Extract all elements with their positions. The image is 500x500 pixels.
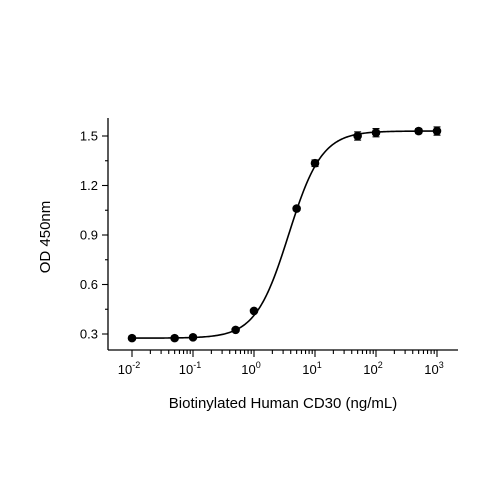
x-tick-label-base: 10 xyxy=(363,362,377,377)
data-point xyxy=(310,158,320,168)
x-axis-title: Biotinylated Human CD30 (ng/mL) xyxy=(169,395,397,412)
data-point xyxy=(414,126,423,136)
data-point xyxy=(292,204,301,213)
y-tick-label: 0.6 xyxy=(80,277,98,292)
data-point xyxy=(127,333,137,343)
x-tick-label-base: 10 xyxy=(424,362,438,377)
x-tick-label-exponent: -1 xyxy=(193,360,201,370)
x-tick-label: 101 xyxy=(302,360,321,377)
y-tick-label: 0.9 xyxy=(80,228,98,243)
axes xyxy=(107,118,458,351)
x-tick-label-base: 10 xyxy=(302,362,316,377)
x-tick-label-exponent: 0 xyxy=(256,360,261,370)
data-point xyxy=(231,325,240,335)
data-points-layer xyxy=(127,126,442,343)
x-tick-label-base: 10 xyxy=(179,362,193,377)
x-axis-ticks: 10-2 10-1 100 101 102 103 xyxy=(118,350,444,377)
x-tick-label-base: 10 xyxy=(241,362,255,377)
data-point xyxy=(188,333,198,342)
fit-curve-layer xyxy=(132,130,437,339)
x-tick-label-exponent: 3 xyxy=(439,360,444,370)
y-tick-label: 1.5 xyxy=(80,129,98,144)
data-point xyxy=(249,306,259,316)
data-point xyxy=(371,128,381,137)
x-tick-label-base: 10 xyxy=(118,362,132,377)
y-tick-label: 1.2 xyxy=(80,178,98,193)
data-point xyxy=(432,126,442,136)
data-point xyxy=(170,333,179,343)
x-tick-label: 100 xyxy=(241,360,260,377)
y-tick-label: 0.3 xyxy=(80,327,98,342)
x-tick-label: 10-2 xyxy=(118,360,140,377)
fit-curve xyxy=(132,130,437,339)
x-tick-label-exponent: -2 xyxy=(132,360,140,370)
x-tick-label: 102 xyxy=(363,360,382,377)
data-point xyxy=(353,131,362,141)
x-tick-label: 103 xyxy=(424,360,443,377)
x-tick-label-exponent: 2 xyxy=(378,360,383,370)
y-axis-ticks: 0.3 0.6 0.9 1.2 1.5 xyxy=(80,129,108,342)
x-tick-label-exponent: 1 xyxy=(317,360,322,370)
y-axis-title: OD 450nm xyxy=(37,201,54,274)
x-tick-label: 10-1 xyxy=(179,360,201,377)
